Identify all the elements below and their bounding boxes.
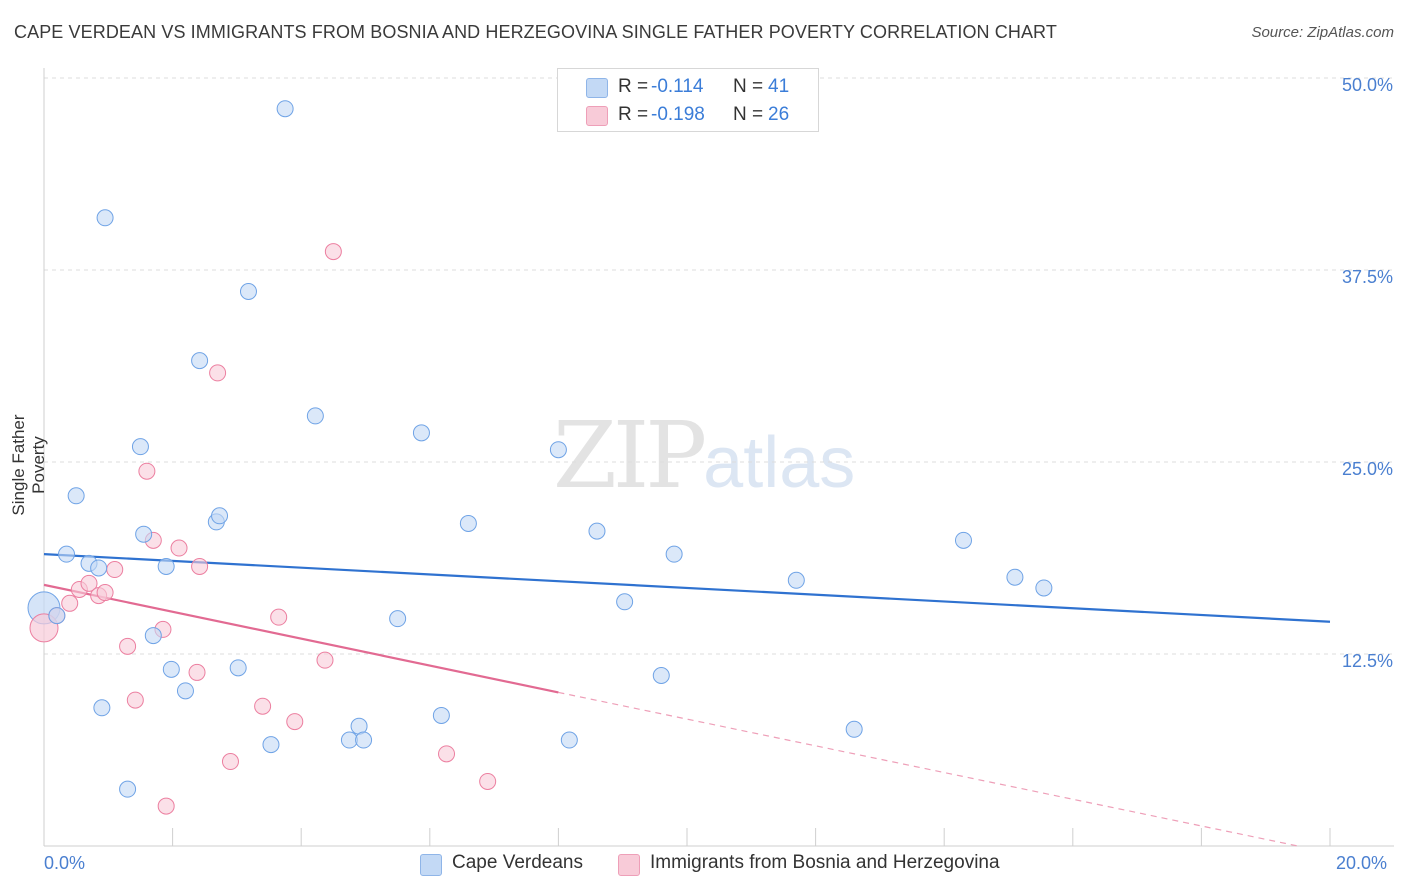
y-tick-label: 25.0% [1341, 459, 1393, 479]
data-point-cape-verdean [355, 731, 373, 749]
n-value: 41 [768, 76, 790, 97]
data-point-cape-verdean [262, 736, 280, 754]
y-tick-label: 37.5% [1341, 267, 1393, 287]
axes [43, 68, 1394, 847]
legend-label: Immigrants from Bosnia and Herzegovina [650, 852, 1000, 873]
data-point-cape-verdean [787, 571, 805, 589]
watermark-zip: ZIP [553, 402, 707, 509]
x-tick-label-max: 20.0% [1336, 853, 1388, 873]
data-point-cape-verdean [93, 699, 111, 717]
data-point-cape-verdean [229, 659, 247, 677]
source-label: Source: ZipAtlas.com [1251, 24, 1394, 41]
data-point-cape-verdean [389, 610, 407, 628]
data-point-cape-verdean [1006, 568, 1024, 586]
chart-title: CAPE VERDEAN VS IMMIGRANTS FROM BOSNIA A… [14, 22, 1057, 42]
swatch-pink [586, 106, 608, 126]
data-point-cape-verdean [96, 209, 114, 227]
stats-legend: R = -0.114 N = 41 R = -0.198 N = 26 [557, 68, 819, 132]
data-points [27, 100, 1053, 815]
data-point-cape-verdean [48, 607, 66, 625]
n-value: 26 [768, 104, 790, 125]
data-point-bosnia [106, 561, 124, 579]
data-point-cape-verdean [459, 514, 477, 532]
gridlines [44, 77, 1394, 655]
data-point-cape-verdean [211, 507, 229, 525]
stats-row-cape-verdeans: R = -0.114 N = 41 [558, 73, 818, 101]
legend-swatch-pink [618, 854, 640, 876]
trend-line-bosnia-extension [558, 691, 1298, 847]
data-point-cape-verdean [239, 283, 257, 301]
data-point-cape-verdean [276, 100, 294, 118]
data-point-cape-verdean [340, 731, 358, 749]
legend-label: Cape Verdeans [452, 852, 583, 873]
r-label: R = [618, 104, 649, 125]
data-point-cape-verdean [560, 731, 578, 749]
stats-row-bosnia: R = -0.198 N = 26 [558, 101, 818, 129]
data-point-cape-verdean [135, 525, 153, 543]
data-point-bosnia [119, 637, 137, 655]
data-point-cape-verdean [1035, 579, 1053, 597]
legend-swatch-blue [420, 854, 442, 876]
data-point-cape-verdean [67, 487, 85, 505]
data-point-cape-verdean [412, 424, 430, 442]
n-label: N = [733, 76, 764, 97]
data-point-bosnia [270, 608, 288, 626]
data-point-cape-verdean [191, 352, 209, 370]
data-point-bosnia [126, 691, 144, 709]
data-point-bosnia [80, 574, 98, 592]
data-point-bosnia [157, 797, 175, 815]
x-tick-label-min: 0.0% [44, 853, 86, 873]
data-point-cape-verdean [432, 706, 450, 724]
data-point-bosnia [438, 745, 456, 763]
y-tick-label: 12.5% [1341, 651, 1393, 671]
data-point-bosnia [221, 753, 239, 771]
data-point-cape-verdean [131, 438, 149, 456]
data-point-cape-verdean [652, 667, 670, 685]
data-point-bosnia [191, 557, 209, 575]
data-point-bosnia [170, 539, 188, 557]
data-point-bosnia [479, 772, 497, 790]
data-point-cape-verdean [954, 531, 972, 549]
swatch-blue [586, 78, 608, 98]
data-point-cape-verdean [549, 441, 567, 459]
data-point-bosnia [188, 663, 206, 681]
trend-lines [43, 553, 1331, 847]
data-point-bosnia [324, 243, 342, 261]
y-axis-title: Single Father Poverty [9, 414, 48, 516]
data-point-cape-verdean [162, 660, 180, 678]
data-point-bosnia [209, 364, 227, 382]
data-point-cape-verdean [90, 559, 108, 577]
data-point-bosnia [254, 697, 272, 715]
watermark-atlas: atlas [703, 423, 856, 503]
zipatlas-watermark: ZIPatlas [553, 402, 855, 509]
data-point-cape-verdean [616, 593, 634, 611]
data-point-cape-verdean [588, 522, 606, 540]
r-label: R = [618, 76, 649, 97]
data-point-bosnia [96, 584, 114, 602]
n-label: N = [733, 104, 764, 125]
data-point-bosnia [286, 713, 304, 731]
data-point-bosnia [138, 462, 156, 480]
data-point-cape-verdean [176, 682, 194, 700]
data-point-bosnia [61, 594, 79, 612]
data-point-cape-verdean [119, 780, 137, 798]
data-point-cape-verdean [157, 557, 175, 575]
data-point-cape-verdean [845, 720, 863, 738]
trend-line-cape-verdeans [43, 553, 1331, 623]
data-point-cape-verdean [144, 627, 162, 645]
r-value: -0.198 [651, 104, 705, 125]
y-tick-label: 50.0% [1341, 75, 1393, 95]
data-point-cape-verdean [306, 407, 324, 425]
data-point-cape-verdean [665, 545, 683, 563]
trend-line-bosnia [43, 583, 559, 694]
data-point-bosnia [316, 651, 334, 669]
data-point-cape-verdean [58, 545, 76, 563]
r-value: -0.114 [651, 76, 704, 97]
